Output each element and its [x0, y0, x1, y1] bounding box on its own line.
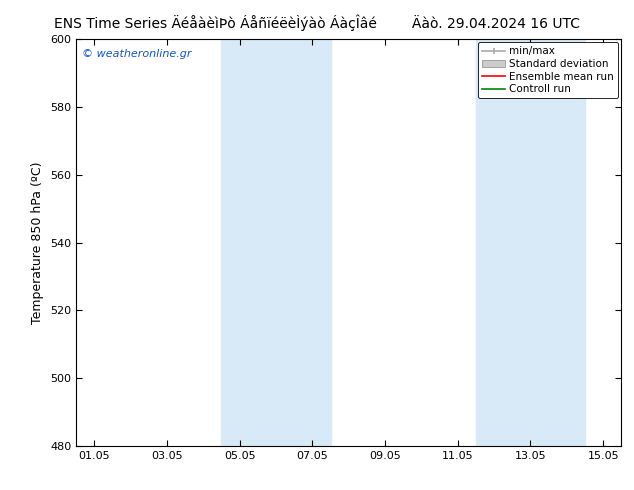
Bar — [221, 39, 330, 446]
Text: © weatheronline.gr: © weatheronline.gr — [82, 49, 191, 59]
Bar — [476, 39, 585, 446]
Text: ENS Time Series ÄéåàèìÞò ÁåñïéëèÌýàò ÁàçÎâé        Äàò. 29.04.2024 16 UTC: ENS Time Series ÄéåàèìÞò ÁåñïéëèÌýàò Áàç… — [54, 15, 580, 31]
Y-axis label: Temperature 850 hPa (ºC): Temperature 850 hPa (ºC) — [32, 161, 44, 324]
Legend: min/max, Standard deviation, Ensemble mean run, Controll run: min/max, Standard deviation, Ensemble me… — [478, 42, 618, 98]
